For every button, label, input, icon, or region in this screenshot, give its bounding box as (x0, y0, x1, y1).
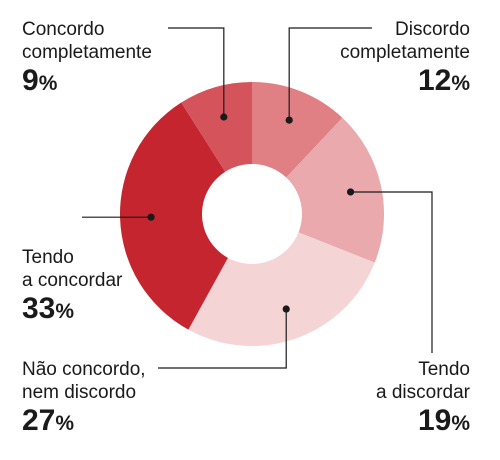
leader-dot-tendo-a-discordar (346, 188, 355, 196)
leader-dot-concordo-completamente (220, 113, 228, 121)
label-concordo-completamente: Concordo completamente 9% (22, 18, 152, 101)
slice-concordo-completamente (181, 82, 252, 172)
leader-line-nao-concordo-nem-discordo (158, 309, 287, 369)
donut-slices (119, 82, 384, 346)
label-nao-concordo-nem-discordo: Não concordo, nem discordo 27% (22, 358, 146, 441)
leader-dot-discordo-completamente (285, 116, 293, 124)
leader-lines (82, 27, 433, 369)
value-label: 27% (22, 404, 75, 437)
value-label: 9% (22, 64, 58, 97)
slice-discordo-completamente (252, 82, 343, 178)
label-tendo-a-concordar: Tendo a concordar 33% (22, 246, 122, 329)
slice-nao-concordo-nem-discordo (188, 232, 375, 346)
category-label: Tendo a concordar (22, 247, 123, 291)
category-label: Concordo completamente (22, 19, 152, 63)
category-label: Não concordo, nem discordo (22, 359, 146, 403)
leader-dot-tendo-a-concordar (147, 213, 155, 221)
label-discordo-completamente: Discordo completamente 12% (340, 18, 470, 101)
leader-line-concordo-completamente (168, 27, 225, 118)
category-label: Discordo completamente (340, 19, 470, 63)
value-label: 12% (417, 64, 470, 97)
value-label: 33% (22, 292, 75, 325)
slice-tendo-a-discordar (286, 117, 384, 263)
leader-line-tendo-a-discordar (350, 191, 433, 353)
slice-tendo-a-concordar (119, 102, 228, 330)
category-label: Tendo a discordar (376, 359, 470, 403)
label-tendo-a-discordar: Tendo a discordar 19% (376, 358, 470, 441)
leader-line-discordo-completamente (288, 27, 372, 121)
leader-dot-nao-concordo-nem-discordo (282, 305, 290, 313)
value-label: 19% (417, 404, 470, 437)
